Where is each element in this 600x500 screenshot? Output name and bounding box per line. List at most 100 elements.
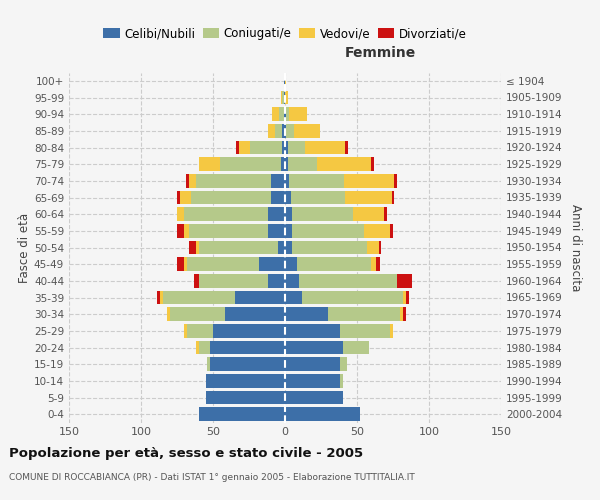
Bar: [160, 290, 163, 304]
Bar: [271, 174, 285, 188]
Bar: [206, 374, 285, 388]
Bar: [199, 408, 285, 421]
Bar: [406, 290, 409, 304]
Bar: [346, 140, 349, 154]
Bar: [184, 208, 268, 221]
Bar: [343, 340, 368, 354]
Bar: [296, 258, 371, 271]
Bar: [199, 274, 268, 287]
Bar: [278, 240, 285, 254]
Bar: [184, 224, 188, 237]
Bar: [302, 290, 403, 304]
Bar: [185, 174, 188, 188]
Bar: [220, 158, 281, 171]
Text: Popolazione per età, sesso e stato civile - 2005: Popolazione per età, sesso e stato civil…: [9, 448, 363, 460]
Bar: [291, 190, 346, 204]
Bar: [285, 274, 299, 287]
Bar: [285, 308, 328, 321]
Bar: [236, 140, 239, 154]
Bar: [285, 258, 296, 271]
Bar: [191, 190, 271, 204]
Bar: [403, 290, 406, 304]
Bar: [188, 174, 196, 188]
Bar: [285, 240, 292, 254]
Bar: [285, 374, 340, 388]
Bar: [188, 224, 268, 237]
Legend: Celibi/Nubili, Coniugati/e, Vedovi/e, Divorziati/e: Celibi/Nubili, Coniugati/e, Vedovi/e, Di…: [98, 22, 472, 45]
Bar: [199, 158, 220, 171]
Bar: [167, 308, 170, 321]
Bar: [397, 274, 412, 287]
Y-axis label: Fasce di età: Fasce di età: [18, 212, 31, 282]
Bar: [376, 258, 380, 271]
Bar: [235, 290, 285, 304]
Bar: [346, 190, 392, 204]
Bar: [268, 224, 285, 237]
Bar: [328, 308, 400, 321]
Bar: [282, 140, 285, 154]
Bar: [344, 174, 394, 188]
Bar: [259, 258, 285, 271]
Bar: [199, 340, 210, 354]
Bar: [157, 290, 160, 304]
Bar: [239, 140, 250, 154]
Bar: [177, 190, 180, 204]
Bar: [285, 74, 286, 88]
Text: COMUNE DI ROCCABIANCA (PR) - Dati ISTAT 1° gennaio 2005 - Elaborazione TUTTITALI: COMUNE DI ROCCABIANCA (PR) - Dati ISTAT …: [9, 472, 415, 482]
Bar: [288, 158, 317, 171]
Bar: [284, 74, 285, 88]
Bar: [390, 224, 393, 237]
Bar: [187, 258, 259, 271]
Bar: [268, 274, 285, 287]
Bar: [285, 158, 288, 171]
Bar: [288, 140, 305, 154]
Bar: [177, 208, 184, 221]
Bar: [371, 158, 374, 171]
Bar: [196, 240, 199, 254]
Bar: [281, 158, 285, 171]
Bar: [285, 340, 343, 354]
Bar: [188, 240, 196, 254]
Bar: [177, 258, 184, 271]
Bar: [285, 408, 360, 421]
Bar: [390, 324, 393, 338]
Bar: [292, 224, 364, 237]
Bar: [177, 224, 184, 237]
Bar: [213, 324, 285, 338]
Bar: [207, 358, 210, 371]
Bar: [279, 108, 284, 121]
Bar: [180, 190, 191, 204]
Bar: [199, 240, 278, 254]
Bar: [285, 90, 288, 104]
Bar: [385, 208, 387, 221]
Bar: [305, 140, 346, 154]
Bar: [284, 108, 285, 121]
Bar: [224, 308, 285, 321]
Bar: [286, 108, 289, 121]
Bar: [275, 124, 282, 138]
Bar: [210, 340, 285, 354]
Bar: [367, 240, 379, 254]
Bar: [184, 258, 187, 271]
Bar: [268, 124, 275, 138]
Bar: [271, 190, 285, 204]
Bar: [340, 374, 343, 388]
Bar: [289, 174, 344, 188]
Bar: [250, 140, 282, 154]
Bar: [272, 108, 279, 121]
Bar: [187, 324, 213, 338]
Bar: [285, 190, 291, 204]
Bar: [285, 224, 292, 237]
Bar: [289, 108, 307, 121]
Bar: [282, 90, 284, 104]
Bar: [340, 324, 390, 338]
Bar: [285, 358, 340, 371]
Bar: [282, 124, 285, 138]
Bar: [281, 90, 282, 104]
Bar: [285, 108, 286, 121]
Bar: [285, 390, 343, 404]
Bar: [285, 324, 340, 338]
Text: Femmine: Femmine: [344, 46, 416, 60]
Bar: [285, 124, 286, 138]
Bar: [268, 208, 285, 221]
